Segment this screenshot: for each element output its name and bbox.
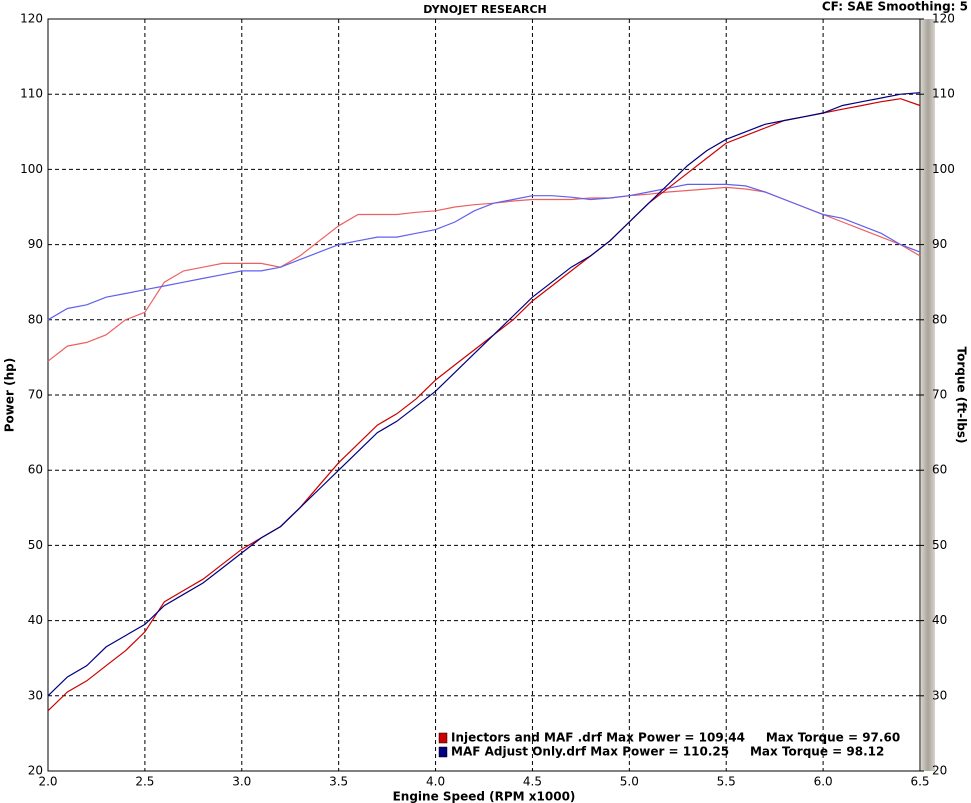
series-line [47, 98, 921, 712]
x-tick-label: 5.0 [620, 775, 639, 789]
y-tick-label: 90 [28, 237, 43, 251]
x-axis-label: Engine Speed (RPM x1000) [393, 790, 576, 803]
legend-label: Injectors and MAF .drf Max Power = 109.4… [451, 731, 900, 745]
legend-swatch [438, 746, 448, 758]
chart-title: DYNOJET RESEARCH [423, 3, 546, 16]
y2-tick-label: 50 [932, 538, 947, 552]
series-line [47, 92, 921, 697]
y-tick-label: 60 [28, 463, 43, 477]
x-tick-label: 2.0 [38, 775, 57, 789]
y2-tick-label: 120 [932, 12, 955, 26]
y-tick-label: 30 [28, 688, 43, 702]
y2-tick-label: 90 [932, 237, 947, 251]
y-tick-label: 20 [28, 764, 43, 778]
x-tick-label: 6.5 [910, 775, 929, 789]
x-tick-label: 3.5 [329, 775, 348, 789]
y2-tick-label: 110 [932, 87, 955, 101]
y-tick-label: 110 [20, 87, 43, 101]
y2-tick-label: 70 [932, 388, 947, 402]
x-tick-label: 2.5 [135, 775, 154, 789]
y2-tick-label: 30 [932, 688, 947, 702]
y-tick-label: 50 [28, 538, 43, 552]
y-tick-label: 70 [28, 388, 43, 402]
x-tick-label: 3.0 [232, 775, 251, 789]
x-tick-label: 5.5 [717, 775, 736, 789]
legend-swatch [438, 732, 448, 744]
x-tick-label: 4.5 [523, 775, 542, 789]
y-tick-label: 80 [28, 312, 43, 326]
series-line [47, 183, 921, 321]
legend-label: MAF Adjust Only.drf Max Power = 110.25 M… [451, 745, 884, 759]
y2-tick-label: 100 [932, 162, 955, 176]
side-strip [921, 19, 935, 771]
x-tick-label: 6.0 [814, 775, 833, 789]
y-tick-label: 40 [28, 613, 43, 627]
x-tick-label: 4.0 [426, 775, 445, 789]
chart-subtitle: CF: SAE Smoothing: 5 [822, 0, 968, 14]
y2-tick-label: 20 [932, 764, 947, 778]
y2-tick-label: 60 [932, 463, 947, 477]
y-axis-label: Power (hp) [3, 358, 17, 432]
y2-tick-label: 80 [932, 312, 947, 326]
y2-axis-label: Torque (ft-lbs) [955, 347, 969, 444]
y-tick-label: 100 [20, 162, 43, 176]
y2-tick-label: 40 [932, 613, 947, 627]
y-tick-label: 120 [20, 12, 43, 26]
